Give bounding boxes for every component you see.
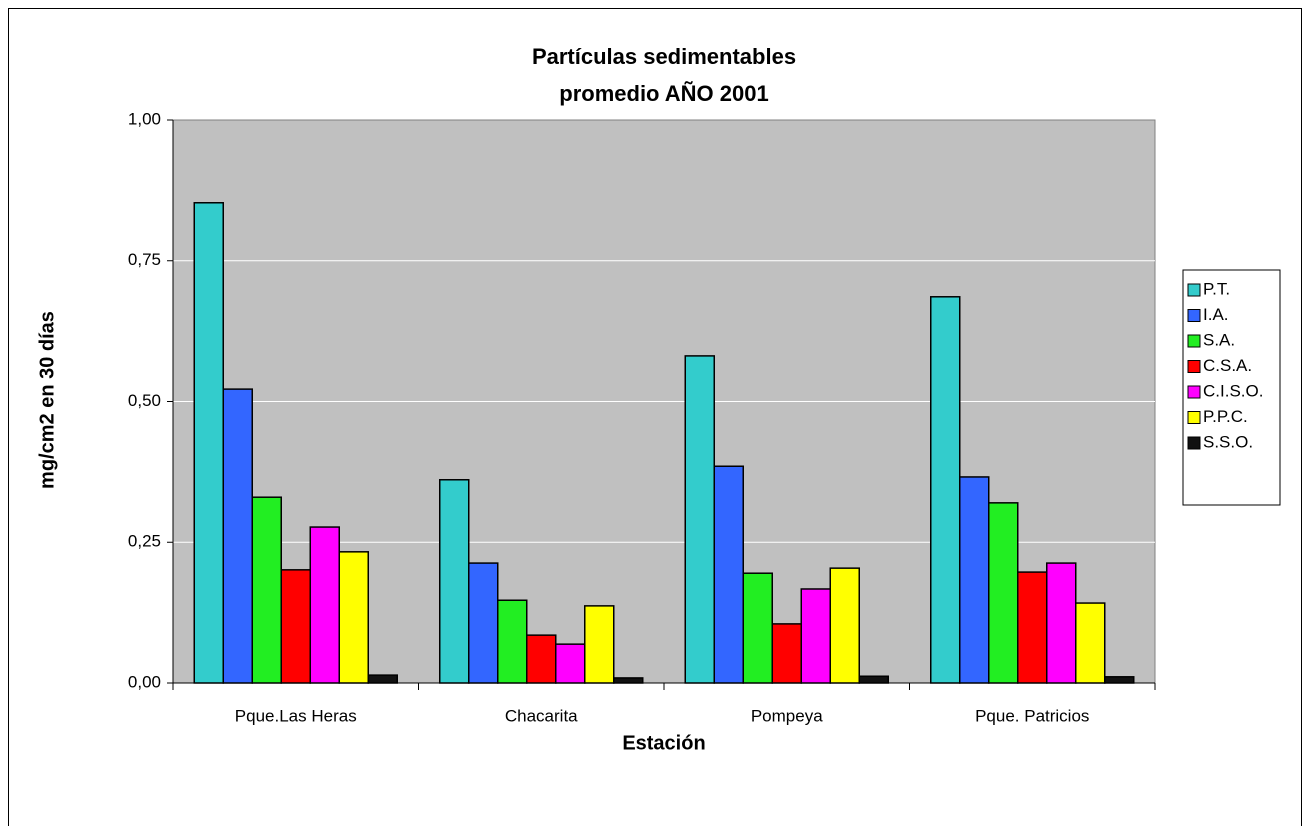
bar [1075, 602, 1106, 684]
bar [280, 569, 311, 684]
bar [613, 677, 644, 684]
bar [193, 202, 224, 684]
legend-swatch [1187, 334, 1201, 348]
bar [988, 502, 1019, 684]
bar [497, 599, 528, 684]
bar [742, 572, 773, 684]
chart-title: promedio AÑO 2001 [559, 81, 768, 106]
bar [439, 479, 470, 684]
bar [222, 388, 253, 684]
bar [251, 496, 282, 684]
legend-label: S.A. [1203, 330, 1235, 349]
legend-label: S.S.O. [1203, 432, 1253, 451]
bar [684, 355, 715, 684]
bar [771, 623, 802, 684]
x-tick-label: Pque. Patricios [975, 706, 1089, 725]
legend-swatch [1187, 411, 1201, 424]
bar [1104, 676, 1135, 684]
bar [800, 588, 831, 684]
bar [555, 643, 586, 684]
x-tick-label: Pompeya [751, 706, 823, 725]
y-tick-label: 0,25 [128, 532, 161, 551]
y-tick-label: 0,75 [128, 250, 161, 269]
bar [829, 567, 860, 684]
bar [713, 465, 744, 684]
bar [1017, 571, 1048, 684]
bar [930, 296, 961, 684]
bar [309, 526, 340, 684]
x-tick-label: Pque.Las Heras [235, 706, 357, 725]
bar [526, 634, 557, 684]
legend-label: P.T. [1203, 279, 1230, 298]
legend-swatch [1187, 283, 1201, 297]
legend-label: C.I.S.O. [1203, 381, 1263, 400]
bar [858, 675, 889, 684]
bar [468, 562, 499, 684]
bar [959, 476, 990, 684]
legend-swatch [1187, 309, 1201, 322]
y-tick-label: 0,00 [128, 672, 161, 691]
legend-label: I.A. [1203, 305, 1229, 324]
bar [338, 551, 369, 684]
legend-label: C.S.A. [1203, 356, 1252, 375]
legend-swatch [1187, 360, 1201, 373]
y-axis-title: mg/cm2 en 30 días [36, 311, 58, 489]
bar [367, 674, 398, 684]
bar [1046, 562, 1077, 684]
legend-swatch [1187, 385, 1201, 399]
bar [584, 605, 615, 684]
x-tick-label: Chacarita [505, 706, 578, 725]
chart-title: Partículas sedimentables [532, 44, 796, 69]
legend-swatch [1187, 436, 1201, 450]
legend-label: P.P.C. [1203, 407, 1248, 426]
y-tick-label: 0,50 [128, 391, 161, 410]
y-tick-label: 1,00 [128, 109, 161, 128]
x-axis-title: Estación [622, 732, 705, 754]
